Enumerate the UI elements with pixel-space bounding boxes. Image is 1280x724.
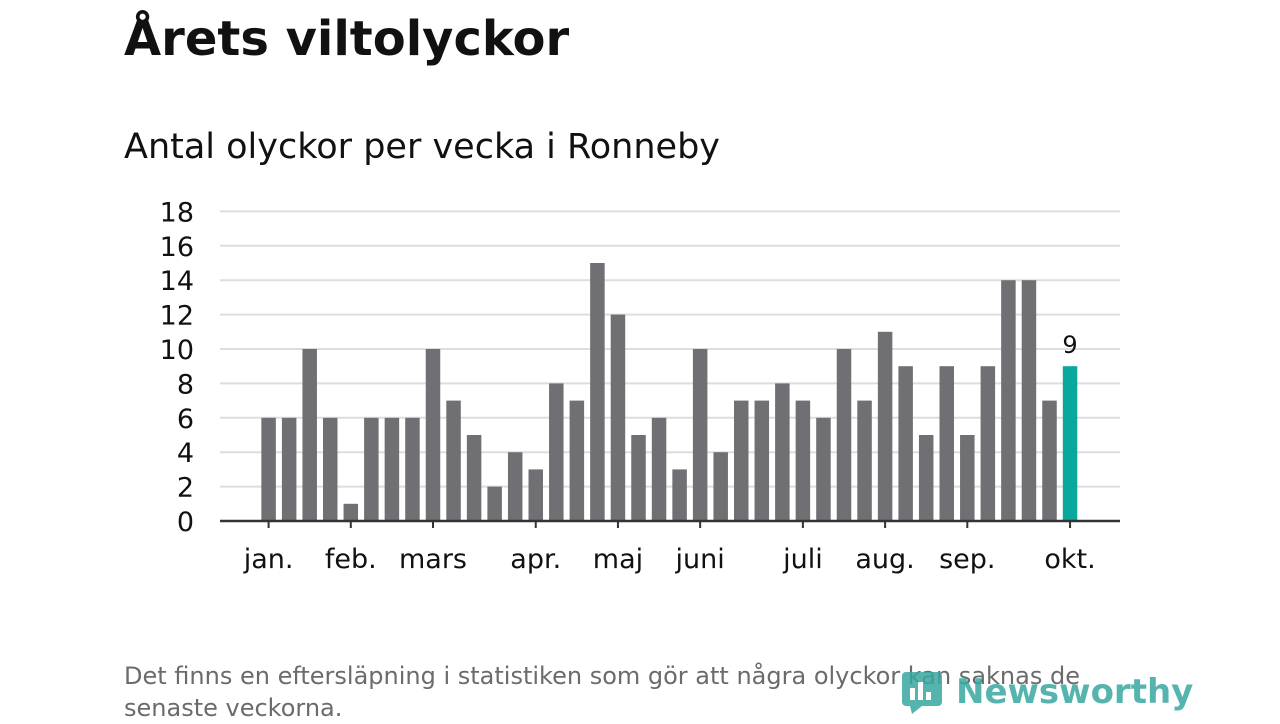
bar (323, 417, 338, 521)
y-tick-label: 18 (160, 197, 194, 228)
newsworthy-logo: Newsworthy (900, 664, 1193, 720)
bar (1001, 280, 1016, 521)
bar (528, 469, 543, 521)
bar (405, 417, 420, 521)
bar (672, 469, 687, 521)
x-tick-label: juni (675, 544, 725, 575)
y-tick-label: 2 (177, 473, 194, 504)
y-tick-label: 6 (177, 404, 194, 435)
x-tick-label: aug. (855, 544, 914, 575)
bar (939, 366, 954, 521)
y-tick-label: 10 (160, 335, 194, 366)
bar (734, 400, 749, 521)
bar (549, 383, 564, 521)
bar (569, 400, 585, 521)
x-tick-label: maj (593, 544, 643, 575)
y-tick-label: 12 (160, 301, 194, 332)
y-tick-label: 0 (177, 507, 194, 538)
bar (610, 314, 626, 521)
x-tick-label: juli (782, 544, 823, 575)
bar (980, 366, 996, 521)
bar (651, 417, 667, 521)
bar (1042, 400, 1057, 521)
logo-text: Newsworthy (956, 672, 1194, 712)
bar (631, 435, 646, 521)
bar (898, 366, 913, 521)
x-tick-label: feb. (325, 544, 377, 575)
bar (302, 349, 317, 521)
bar (713, 452, 728, 521)
y-tick-label: 8 (177, 369, 194, 400)
y-tick-label: 4 (177, 438, 194, 469)
bar (795, 400, 811, 521)
bar (918, 435, 934, 521)
bar (836, 349, 852, 521)
bar (507, 452, 523, 521)
bar (590, 263, 605, 521)
bar (343, 503, 359, 521)
data-label: 9 (1062, 331, 1077, 359)
bar (425, 349, 441, 521)
bar (877, 331, 893, 521)
bar (754, 400, 770, 521)
bar (1021, 280, 1037, 521)
bar (384, 417, 400, 521)
bar (364, 417, 379, 521)
bar-highlight (1062, 366, 1078, 521)
bar (261, 417, 276, 521)
x-tick-label: apr. (510, 544, 561, 575)
bar (816, 417, 831, 521)
bar (857, 400, 872, 521)
y-tick-label: 16 (160, 232, 194, 263)
bar (466, 435, 482, 521)
x-tick-label: okt. (1044, 544, 1095, 575)
bar (960, 435, 975, 521)
y-tick-label: 14 (160, 266, 194, 297)
newsworthy-logo-icon (902, 672, 942, 714)
x-tick-label: jan. (243, 544, 294, 575)
bar (775, 383, 790, 521)
bar (281, 417, 297, 521)
x-tick-label: mars (399, 544, 467, 575)
chart-subtitle: Antal olyckor per vecka i Ronneby (124, 127, 721, 167)
bar (487, 486, 502, 521)
bar (446, 400, 461, 521)
x-tick-label: sep. (939, 544, 995, 575)
bar (692, 349, 708, 521)
chart-title: Årets viltolyckor (124, 11, 570, 67)
